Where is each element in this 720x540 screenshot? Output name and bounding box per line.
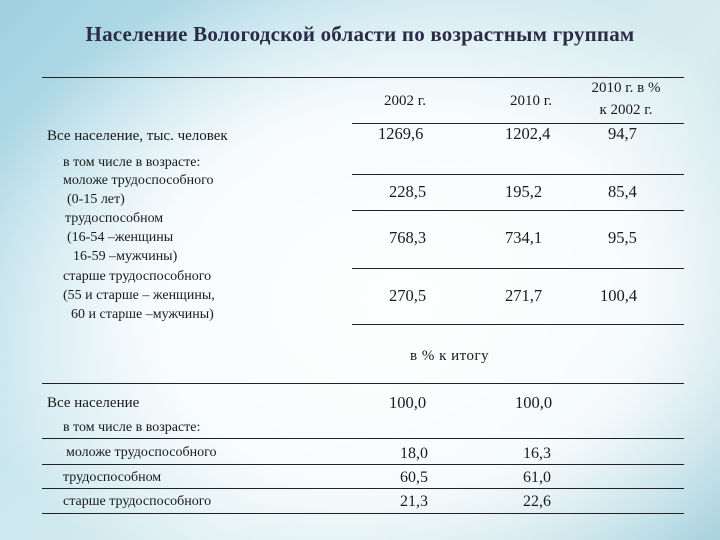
pct-cell-older-2010: 22,6 xyxy=(523,493,551,510)
pct-row-label-young: моложе трудоспособного xyxy=(66,445,217,460)
percent-top-rule xyxy=(42,383,684,384)
percent-subtitle: в % к итогу xyxy=(410,348,490,364)
pct-cell-working-2010: 61,0 xyxy=(523,469,551,486)
pct-cell-total-2002: 100,0 xyxy=(389,393,427,412)
cell-older-2010: 271,7 xyxy=(505,286,543,305)
cell-young-pct: 85,4 xyxy=(608,182,637,201)
row-label-older-women: (55 и старше – женщины, xyxy=(63,288,215,303)
pct-row-label-total: Все население xyxy=(47,395,140,411)
pct-cell-older-2002: 21,3 xyxy=(400,493,428,510)
row-label-total: Все население, тыс. человек xyxy=(47,128,228,144)
header-rule-values xyxy=(352,123,684,124)
column-header-pct-line2: к 2002 г. xyxy=(599,102,653,118)
row-label-young: моложе трудоспособного xyxy=(63,173,214,188)
cell-working-pct: 95,5 xyxy=(608,228,637,247)
percent-rule-2 xyxy=(42,464,684,465)
row-label-working: трудоспособном xyxy=(65,211,164,226)
cell-young-2002: 228,5 xyxy=(389,182,427,201)
rule-after-young xyxy=(352,210,684,211)
row-label-including: в том числе в возрасте: xyxy=(63,155,201,170)
column-header-2002: 2002 г. xyxy=(384,93,426,109)
page-title: Население Вологодской области по возраст… xyxy=(85,22,635,46)
pct-cell-young-2010: 16,3 xyxy=(523,445,551,462)
pct-cell-total-2010: 100,0 xyxy=(515,393,553,412)
cell-working-2010: 734,1 xyxy=(505,228,543,247)
pct-cell-working-2002: 60,5 xyxy=(400,469,428,486)
column-header-2010: 2010 г. xyxy=(510,93,552,109)
rule-after-total xyxy=(352,174,684,175)
row-label-working-women: (16-54 –женщины xyxy=(67,230,174,245)
pct-row-label-including: в том числе в возрасте: xyxy=(63,420,201,435)
pct-row-label-older: старше трудоспособного xyxy=(63,494,212,509)
table-bottom-rule xyxy=(352,324,684,325)
row-label-young-ages: (0-15 лет) xyxy=(67,192,125,207)
cell-older-2002: 270,5 xyxy=(389,286,427,305)
pct-row-label-working: трудоспособном xyxy=(63,470,162,485)
pct-cell-young-2002: 18,0 xyxy=(400,445,428,462)
table-top-rule xyxy=(42,77,684,78)
percent-rule-3 xyxy=(42,488,684,489)
cell-total-pct: 94,7 xyxy=(608,124,637,143)
percent-bottom-rule xyxy=(42,513,684,514)
cell-total-2010: 1202,4 xyxy=(505,124,551,143)
rule-after-working xyxy=(352,268,684,269)
row-label-working-men: 16-59 –мужчины) xyxy=(73,249,178,264)
row-label-older-men: 60 и старше –мужчины) xyxy=(71,307,214,322)
row-label-older: старше трудоспособного xyxy=(63,269,212,284)
cell-working-2002: 768,3 xyxy=(389,228,427,247)
cell-total-2002: 1269,6 xyxy=(378,124,424,143)
cell-older-pct: 100,4 xyxy=(600,286,638,305)
column-header-pct-line1: 2010 г. в % xyxy=(591,80,661,96)
cell-young-2010: 195,2 xyxy=(505,182,543,201)
percent-rule-1 xyxy=(42,438,684,439)
